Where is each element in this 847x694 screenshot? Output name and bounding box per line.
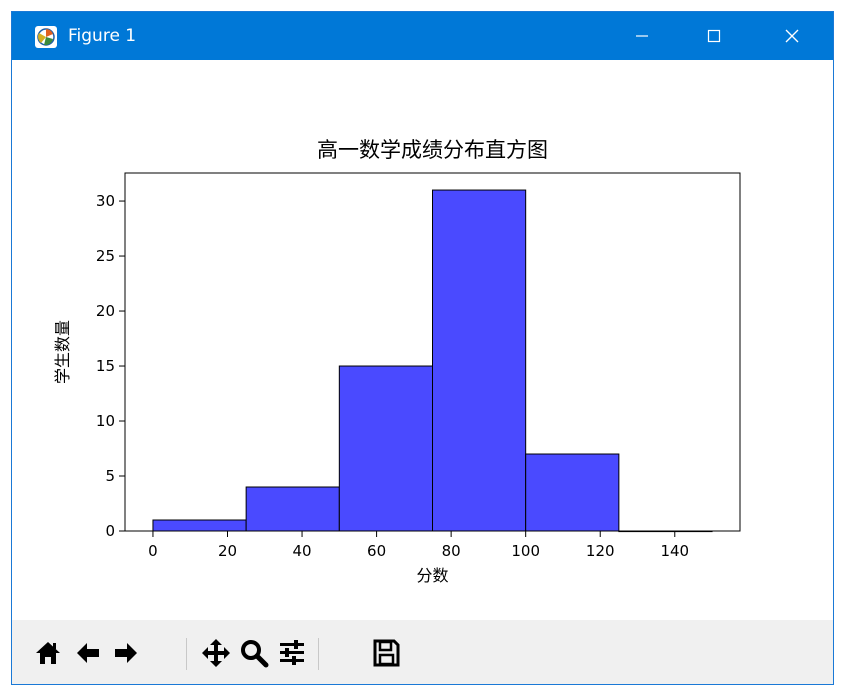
subplots-config-icon [280, 640, 304, 665]
y-tick-label: 5 [105, 467, 115, 485]
minimize-icon [636, 35, 648, 37]
figure-canvas[interactable]: 0 20 40 60 80 100 120 140 0 5 10 15 20 25 30 高一数学成绩分布… [12, 60, 833, 620]
chart-title: 高一数学成绩分布直方图 [317, 138, 548, 162]
figure-window: Figure 1 0 20 40 60 80 100 120 140 0 5 10 15 20 25 30… [11, 11, 834, 685]
y-tick-label: 15 [96, 357, 115, 375]
zoom-button[interactable] [236, 634, 272, 672]
x-tick-label: 60 [367, 542, 386, 560]
histogram-chart: 0 20 40 60 80 100 120 140 0 5 10 15 20 25 30 高一数学成绩分布… [53, 138, 741, 585]
x-tick-label: 140 [660, 542, 689, 560]
minimize-button[interactable] [606, 12, 678, 60]
forward-arrow-icon [115, 643, 137, 663]
histogram-bar [338, 365, 433, 532]
pan-button[interactable] [198, 634, 234, 672]
save-button[interactable] [368, 634, 404, 672]
back-button[interactable] [70, 634, 106, 672]
x-tick-label: 80 [442, 542, 461, 560]
histogram-bar [152, 519, 247, 532]
navigation-toolbar [12, 620, 833, 684]
configure-subplots-button[interactable] [274, 634, 310, 672]
axes-frame [124, 172, 741, 532]
home-button[interactable] [30, 634, 66, 672]
window-title: Figure 1 [68, 26, 137, 46]
save-icon [373, 639, 400, 667]
y-tick-label: 10 [96, 412, 115, 430]
y-tick-label: 30 [96, 192, 115, 210]
x-tick-label: 20 [218, 542, 237, 560]
forward-button[interactable] [108, 634, 144, 672]
histogram-bar [245, 486, 340, 532]
close-button[interactable] [750, 12, 833, 60]
toolbar-separator [186, 638, 187, 670]
x-tick-label: 120 [586, 542, 615, 560]
home-icon [36, 642, 60, 664]
maximize-icon [707, 29, 721, 43]
x-tick-label: 0 [148, 542, 158, 560]
title-bar[interactable]: Figure 1 [12, 12, 833, 60]
y-tick-label: 0 [105, 522, 115, 540]
pan-icon [202, 639, 230, 667]
histogram-bar [432, 189, 527, 532]
maximize-button[interactable] [678, 12, 750, 60]
x-tick-label: 40 [292, 542, 311, 560]
matplotlib-figure-icon [34, 25, 58, 49]
toolbar-separator [318, 638, 319, 670]
back-arrow-icon [77, 643, 99, 663]
x-tick-label: 100 [511, 542, 540, 560]
histogram-bar [525, 453, 620, 532]
y-axis-label: 学生数量 [53, 320, 72, 384]
zoom-icon [241, 640, 269, 668]
close-icon [785, 29, 798, 43]
x-axis-label: 分数 [416, 566, 448, 585]
y-tick-label: 25 [96, 247, 115, 265]
y-tick-label: 20 [96, 302, 115, 320]
